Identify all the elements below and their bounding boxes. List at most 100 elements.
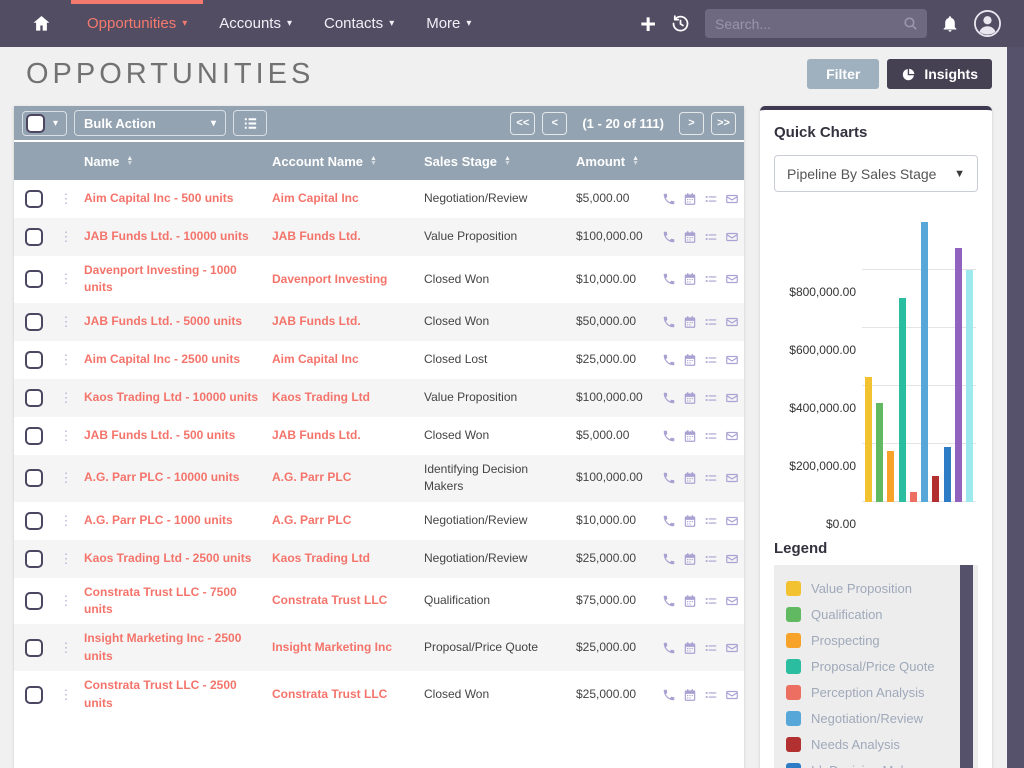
notifications-bell-icon[interactable] [941, 15, 959, 33]
phone-icon[interactable] [662, 391, 676, 405]
chart-bar[interactable] [965, 270, 973, 502]
calendar-icon[interactable] [683, 594, 697, 608]
nav-item-contacts[interactable]: Contacts ▾ [308, 0, 410, 47]
row-checkbox[interactable] [25, 511, 43, 530]
row-checkbox[interactable] [25, 426, 43, 445]
email-icon[interactable] [725, 552, 739, 566]
calendar-icon[interactable] [683, 315, 697, 329]
calendar-icon[interactable] [683, 471, 697, 485]
sort-icon[interactable]: ▲ ▼ [126, 154, 134, 167]
email-icon[interactable] [725, 192, 739, 206]
tasklist-icon[interactable] [704, 552, 718, 566]
tasklist-icon[interactable] [704, 641, 718, 655]
pagination-last-button[interactable]: >> [711, 111, 736, 135]
opportunity-name-link[interactable]: JAB Funds Ltd. - 10000 units [84, 229, 249, 244]
phone-icon[interactable] [662, 688, 676, 702]
email-icon[interactable] [725, 272, 739, 286]
legend-item[interactable]: Id. Decision Makers [786, 757, 976, 768]
opportunity-name-link[interactable]: Constrata Trust LLC - 7500 units [84, 584, 237, 616]
calendar-icon[interactable] [683, 353, 697, 367]
table-row[interactable]: ⋮ Constrata Trust LLC - 7500 units Constra… [14, 577, 744, 625]
table-row[interactable]: ⋮ JAB Funds Ltd. - 5000 units JAB Funds Lt… [14, 302, 744, 341]
row-checkbox[interactable] [25, 388, 43, 407]
phone-icon[interactable] [662, 552, 676, 566]
phone-icon[interactable] [662, 514, 676, 528]
calendar-icon[interactable] [683, 192, 697, 206]
kebab-menu-icon[interactable]: ⋮ [59, 191, 73, 206]
chart-bar[interactable] [932, 475, 940, 502]
insights-button[interactable]: Insights [887, 59, 992, 89]
select-all-checkbox[interactable] [26, 113, 45, 133]
row-checkbox[interactable] [25, 228, 43, 246]
opportunity-name-link[interactable]: A.G. Parr PLC - 1000 units [84, 512, 233, 527]
row-checkbox[interactable] [25, 549, 43, 568]
kebab-menu-icon[interactable]: ⋮ [59, 271, 73, 287]
opportunity-name-link[interactable]: Aim Capital Inc - 2500 units [84, 352, 241, 367]
kebab-menu-icon[interactable]: ⋮ [59, 229, 73, 244]
kebab-menu-icon[interactable]: ⋮ [59, 427, 73, 443]
search-icon[interactable] [902, 15, 919, 37]
calendar-icon[interactable] [683, 391, 697, 405]
nav-item-more[interactable]: More ▾ [410, 0, 487, 47]
email-icon[interactable] [725, 594, 739, 608]
chart-bar[interactable] [898, 297, 906, 502]
table-row[interactable]: ⋮ Davenport Investing - 1000 units Davenpo… [14, 256, 744, 303]
phone-icon[interactable] [662, 315, 676, 329]
legend-item[interactable]: Negotiation/Review [786, 705, 976, 731]
account-name-link[interactable]: A.G. Parr PLC [272, 512, 352, 527]
kebab-menu-icon[interactable]: ⋮ [59, 686, 73, 702]
user-avatar[interactable] [973, 9, 1002, 38]
kebab-menu-icon[interactable]: ⋮ [59, 639, 73, 655]
sort-icon[interactable]: ▲ ▼ [632, 154, 640, 167]
table-row[interactable]: ⋮ Aim Capital Inc - 500 units Aim Capital … [14, 180, 744, 218]
pagination-first-button[interactable]: << [510, 111, 536, 135]
account-name-link[interactable]: Constrata Trust LLC [272, 686, 388, 701]
table-row[interactable]: ⋮ JAB Funds Ltd. - 500 units JAB Funds Ltd… [14, 416, 744, 455]
column-header-name[interactable]: Name ▲ ▼ [78, 154, 266, 169]
account-name-link[interactable]: JAB Funds Ltd. [272, 314, 361, 329]
legend-scrollbar[interactable] [960, 565, 973, 768]
account-name-link[interactable]: Davenport Investing [272, 271, 388, 286]
pagination-next-button[interactable]: > [679, 111, 704, 135]
opportunity-name-link[interactable]: Constrata Trust LLC - 2500 units [84, 678, 237, 710]
email-icon[interactable] [725, 429, 739, 443]
opportunity-name-link[interactable]: Kaos Trading Ltd - 2500 units [84, 550, 252, 565]
tasklist-icon[interactable] [704, 594, 718, 608]
chart-bar[interactable] [954, 248, 962, 502]
row-checkbox[interactable] [25, 638, 43, 657]
email-icon[interactable] [725, 641, 739, 655]
email-icon[interactable] [725, 391, 739, 405]
tasklist-icon[interactable] [704, 230, 718, 244]
chart-select[interactable]: Pipeline By Sales Stage ▼ [774, 155, 978, 192]
column-chooser-button[interactable] [233, 110, 268, 136]
account-name-link[interactable]: Aim Capital Inc [272, 191, 359, 206]
kebab-menu-icon[interactable]: ⋮ [59, 389, 73, 405]
opportunity-name-link[interactable]: Insight Marketing Inc - 2500 units [84, 631, 242, 663]
account-name-link[interactable]: Constrata Trust LLC [272, 593, 388, 608]
row-checkbox[interactable] [25, 685, 43, 704]
tasklist-icon[interactable] [704, 192, 718, 206]
tasklist-icon[interactable] [704, 514, 718, 528]
nav-item-opportunities[interactable]: Opportunities ▾ [71, 0, 204, 47]
bulk-action-dropdown[interactable]: Bulk Action ▾ [74, 110, 227, 136]
opportunity-name-link[interactable]: JAB Funds Ltd. - 5000 units [84, 314, 243, 329]
chart-bar[interactable] [865, 377, 872, 502]
row-checkbox[interactable] [25, 270, 43, 289]
legend-item[interactable]: Perception Analysis [786, 679, 976, 705]
kebab-menu-icon[interactable]: ⋮ [59, 512, 73, 528]
column-header-amount[interactable]: Amount ▲ ▼ [570, 154, 662, 169]
legend-item[interactable]: Prospecting [786, 627, 976, 653]
kebab-menu-icon[interactable]: ⋮ [59, 592, 73, 608]
tasklist-icon[interactable] [704, 391, 718, 405]
table-row[interactable]: ⋮ A.G. Parr PLC - 1000 units A.G. Parr PLC… [14, 501, 744, 540]
column-header-sales-stage[interactable]: Sales Stage ▲ ▼ [418, 154, 570, 169]
chart-bar[interactable] [887, 451, 895, 502]
kebab-menu-icon[interactable]: ⋮ [59, 351, 73, 367]
row-checkbox[interactable] [25, 469, 43, 488]
phone-icon[interactable] [662, 230, 676, 244]
account-name-link[interactable]: Kaos Trading Ltd [272, 390, 371, 405]
legend-item[interactable]: Qualification [786, 601, 976, 627]
chart-bar[interactable] [943, 446, 951, 502]
row-checkbox[interactable] [25, 350, 43, 369]
calendar-icon[interactable] [683, 688, 697, 702]
